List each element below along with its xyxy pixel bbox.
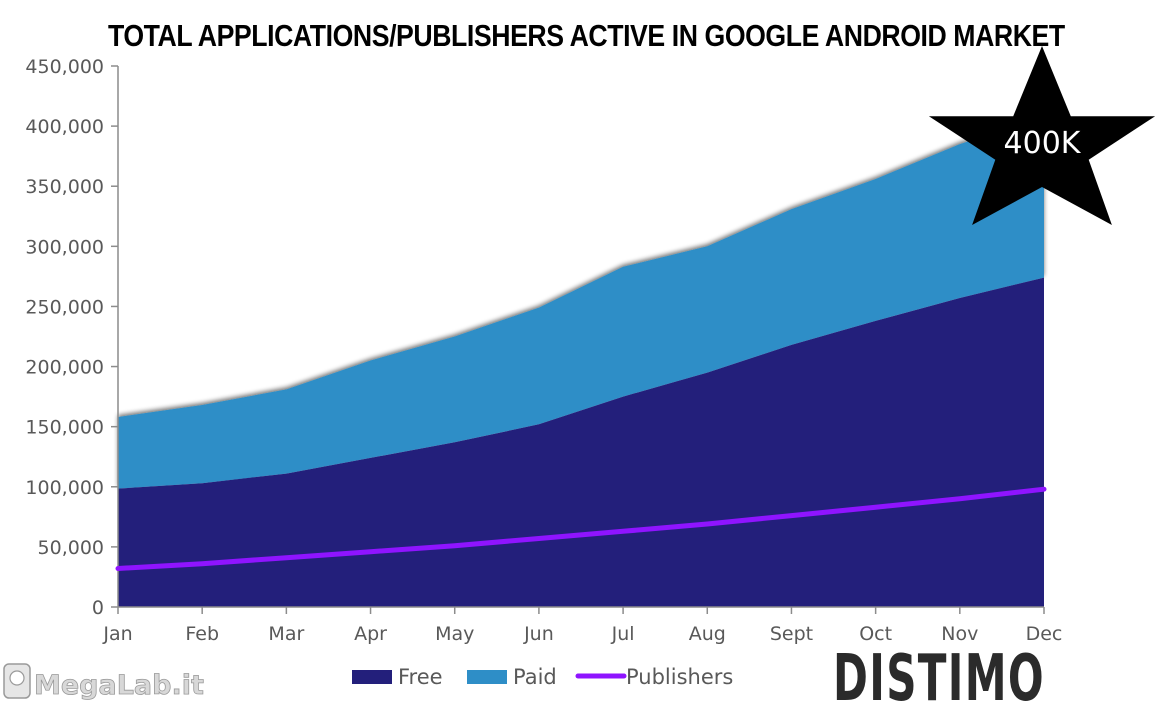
x-tick-label: Feb <box>185 623 219 645</box>
x-tick-label: Sept <box>770 623 813 645</box>
x-tick-label: Oct <box>859 623 892 645</box>
y-tick-label: 350,000 <box>25 176 104 198</box>
x-tick-label: Jan <box>102 623 132 645</box>
x-tick-label: Apr <box>354 623 387 645</box>
star-label: 400K <box>1004 126 1082 161</box>
legend-label-publishers: Publishers <box>626 665 733 689</box>
y-tick-label: 400,000 <box>25 116 104 138</box>
y-tick-label: 0 <box>92 597 104 619</box>
area-paid <box>118 116 1044 489</box>
publishers-line-layer <box>115 486 1047 571</box>
y-tick-label: 50,000 <box>38 537 104 559</box>
y-tick-label: 150,000 <box>25 417 104 439</box>
x-tick-label: Jul <box>611 623 635 645</box>
y-tick-label: 250,000 <box>25 296 104 318</box>
distimo-logo-text: DISTIMO <box>833 642 1045 709</box>
chart-title: TOTAL APPLICATIONS/PUBLISHERS ACTIVE IN … <box>108 18 1065 53</box>
legend-swatch-free <box>352 670 392 684</box>
area-free <box>118 277 1044 607</box>
plot-area <box>118 116 1044 607</box>
x-tick-label: Dec <box>1026 623 1063 645</box>
axes: 0 50,000 100,000 150,000 200,000 250,000 300,0… <box>25 56 1062 645</box>
x-tick-label: Aug <box>689 623 726 645</box>
star-icon <box>928 46 1156 225</box>
y-tick-label: 200,000 <box>25 357 104 379</box>
legend-swatch-paid <box>467 670 507 684</box>
x-tick-label: May <box>435 623 474 645</box>
legend: Free Paid Publishers <box>352 665 733 689</box>
x-tick-label: Jun <box>523 623 554 645</box>
y-tick-label: 100,000 <box>25 477 104 499</box>
legend-label-free: Free <box>398 665 443 689</box>
y-tick-label: 300,000 <box>25 236 104 258</box>
megalab-watermark-text: MegaLab.it <box>34 670 204 701</box>
y-tick-label: 450,000 <box>25 56 104 78</box>
distimo-logo: DISTIMO <box>833 642 1045 709</box>
x-tick-label: Nov <box>941 623 978 645</box>
legend-label-paid: Paid <box>513 665 557 689</box>
x-tick-label: Mar <box>268 623 304 645</box>
line-publishers <box>115 486 1047 571</box>
star-annotation: 400K <box>928 46 1156 225</box>
megalab-watermark: MegaLab.it <box>3 663 204 701</box>
